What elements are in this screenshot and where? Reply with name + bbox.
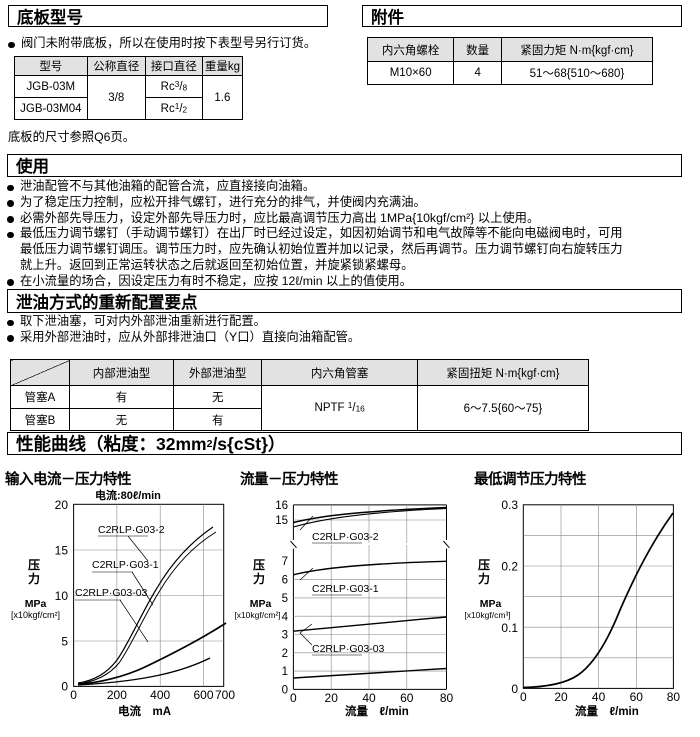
svg-text:0: 0 [520, 690, 527, 704]
svg-text:20: 20 [554, 690, 568, 704]
svg-text:0: 0 [511, 682, 518, 696]
svg-text:0.3: 0.3 [501, 498, 518, 512]
svg-text:0.2: 0.2 [501, 560, 518, 574]
svg-text:80: 80 [667, 690, 681, 704]
svg-text:0.1: 0.1 [501, 621, 518, 635]
svg-text:40: 40 [592, 690, 606, 704]
svg-text:60: 60 [630, 690, 644, 704]
